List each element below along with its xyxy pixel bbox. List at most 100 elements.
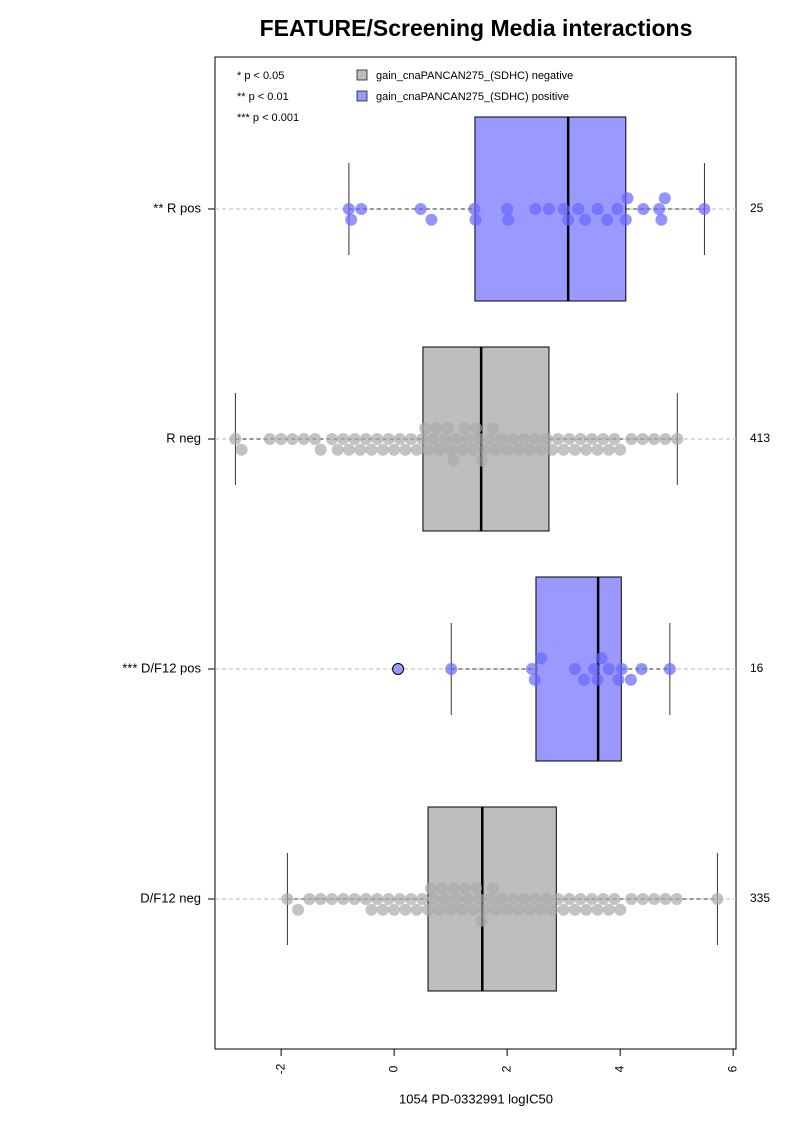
data-point	[574, 433, 587, 445]
data-point	[585, 893, 598, 905]
data-point	[393, 433, 406, 445]
data-point	[468, 203, 481, 215]
data-point	[422, 903, 435, 916]
data-point	[580, 903, 593, 916]
data-point	[416, 893, 429, 905]
data-point	[653, 203, 666, 215]
data-point	[552, 433, 565, 445]
data-point	[472, 433, 485, 445]
data-point	[523, 443, 536, 456]
data-point	[470, 422, 483, 435]
data-point	[557, 443, 570, 456]
data-point	[489, 443, 502, 456]
data-point	[365, 443, 378, 456]
data-point	[436, 882, 449, 895]
data-point	[540, 433, 553, 445]
data-point	[359, 433, 372, 445]
data-point	[658, 192, 671, 205]
data-point	[484, 893, 497, 905]
data-point	[410, 443, 423, 456]
data-point	[427, 433, 440, 445]
data-point	[562, 213, 575, 226]
data-point	[579, 213, 592, 226]
data-point	[325, 893, 338, 905]
chart-title: FEATURE/Screening Media interactions	[260, 15, 693, 41]
data-point	[577, 673, 590, 686]
data-point	[506, 893, 519, 905]
data-point	[419, 422, 432, 435]
data-point	[371, 433, 384, 445]
x-tick-label: 4	[612, 1065, 626, 1072]
data-point	[535, 652, 548, 665]
data-point	[376, 903, 389, 916]
data-point	[447, 454, 460, 467]
data-point	[602, 443, 615, 456]
data-point	[506, 433, 519, 445]
data-point	[648, 893, 661, 905]
data-point	[512, 443, 525, 456]
data-point	[624, 673, 637, 686]
data-point	[467, 443, 480, 456]
data-point	[601, 213, 614, 226]
data-point	[557, 203, 570, 215]
data-point	[461, 433, 474, 445]
data-point	[501, 203, 514, 215]
data-point	[470, 882, 483, 895]
data-point	[371, 893, 384, 905]
data-point	[286, 433, 299, 445]
data-point	[469, 213, 482, 226]
data-point	[399, 903, 412, 916]
data-point	[495, 433, 508, 445]
data-point	[698, 203, 711, 215]
data-point	[625, 893, 638, 905]
data-point	[444, 903, 457, 916]
x-axis-label: 1054 PD-0332991 logIC50	[399, 1091, 553, 1106]
data-point	[614, 903, 627, 916]
data-point	[591, 203, 604, 215]
annotation: *** p < 0.001	[237, 112, 299, 124]
data-point	[636, 433, 649, 445]
y-tick-label: D/F12 neg	[140, 890, 201, 905]
x-tick-label: 6	[725, 1065, 739, 1072]
data-point	[611, 203, 624, 215]
data-point	[478, 903, 491, 916]
data-point	[621, 192, 634, 205]
data-point	[602, 663, 615, 675]
data-point	[595, 652, 608, 665]
data-point	[518, 893, 531, 905]
data-point	[229, 433, 242, 445]
data-point	[625, 433, 638, 445]
data-point	[376, 443, 389, 456]
data-point	[612, 673, 625, 686]
annotation: * p < 0.05	[237, 70, 284, 82]
data-point	[433, 443, 446, 456]
x-tick-label: -2	[273, 1063, 287, 1074]
data-point	[659, 893, 672, 905]
data-point	[441, 422, 454, 435]
data-point	[568, 903, 581, 916]
data-point	[487, 882, 500, 895]
data-point	[424, 882, 437, 895]
data-point	[399, 443, 412, 456]
y-tick-label: *** D/F12 pos	[122, 660, 201, 675]
outlier	[392, 663, 405, 675]
data-point	[425, 213, 438, 226]
data-point	[557, 903, 570, 916]
data-point	[325, 433, 338, 445]
data-point	[337, 433, 350, 445]
data-point	[568, 443, 581, 456]
legend-label: gain_cnaPANCAN275_(SDHC) negative	[376, 70, 573, 82]
data-point	[591, 673, 604, 686]
data-point	[314, 893, 327, 905]
data-point	[292, 903, 305, 916]
data-point	[585, 433, 598, 445]
data-point	[597, 433, 610, 445]
data-point	[414, 203, 427, 215]
data-point	[588, 663, 601, 675]
data-point	[382, 893, 395, 905]
data-point	[297, 433, 310, 445]
x-tick-label: 0	[386, 1065, 400, 1072]
data-point	[535, 903, 548, 916]
data-point	[608, 893, 621, 905]
